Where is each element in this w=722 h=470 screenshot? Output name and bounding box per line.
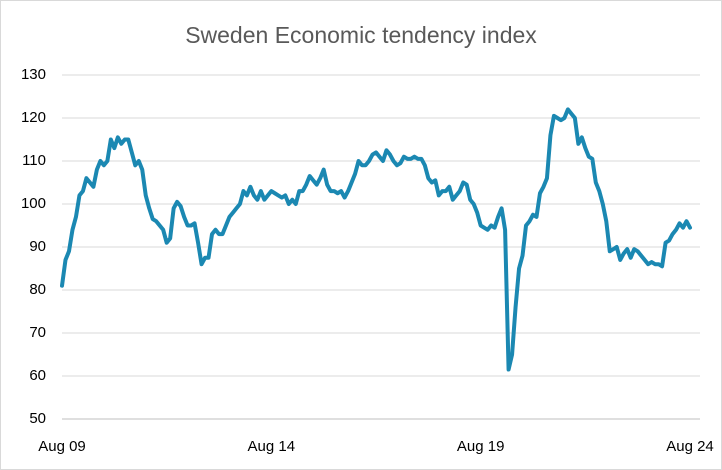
data-line bbox=[60, 107, 692, 372]
y-tick-label: 120 bbox=[21, 109, 46, 126]
y-tick-label: 80 bbox=[29, 281, 46, 298]
chart-title: Sweden Economic tendency index bbox=[185, 22, 537, 48]
x-tick-label: Aug 24 bbox=[666, 438, 714, 455]
y-tick-label: 90 bbox=[29, 238, 46, 255]
y-tick-label: 130 bbox=[21, 66, 46, 83]
y-tick-label: 60 bbox=[29, 367, 46, 384]
x-tick-label: Aug 19 bbox=[457, 438, 505, 455]
y-tick-label: 100 bbox=[21, 195, 46, 212]
x-tick-label: Aug 14 bbox=[248, 438, 296, 455]
y-tick-label: 50 bbox=[29, 410, 46, 427]
x-tick-label: Aug 09 bbox=[38, 438, 86, 455]
y-tick-label: 110 bbox=[22, 152, 46, 169]
y-tick-label: 70 bbox=[29, 324, 46, 341]
